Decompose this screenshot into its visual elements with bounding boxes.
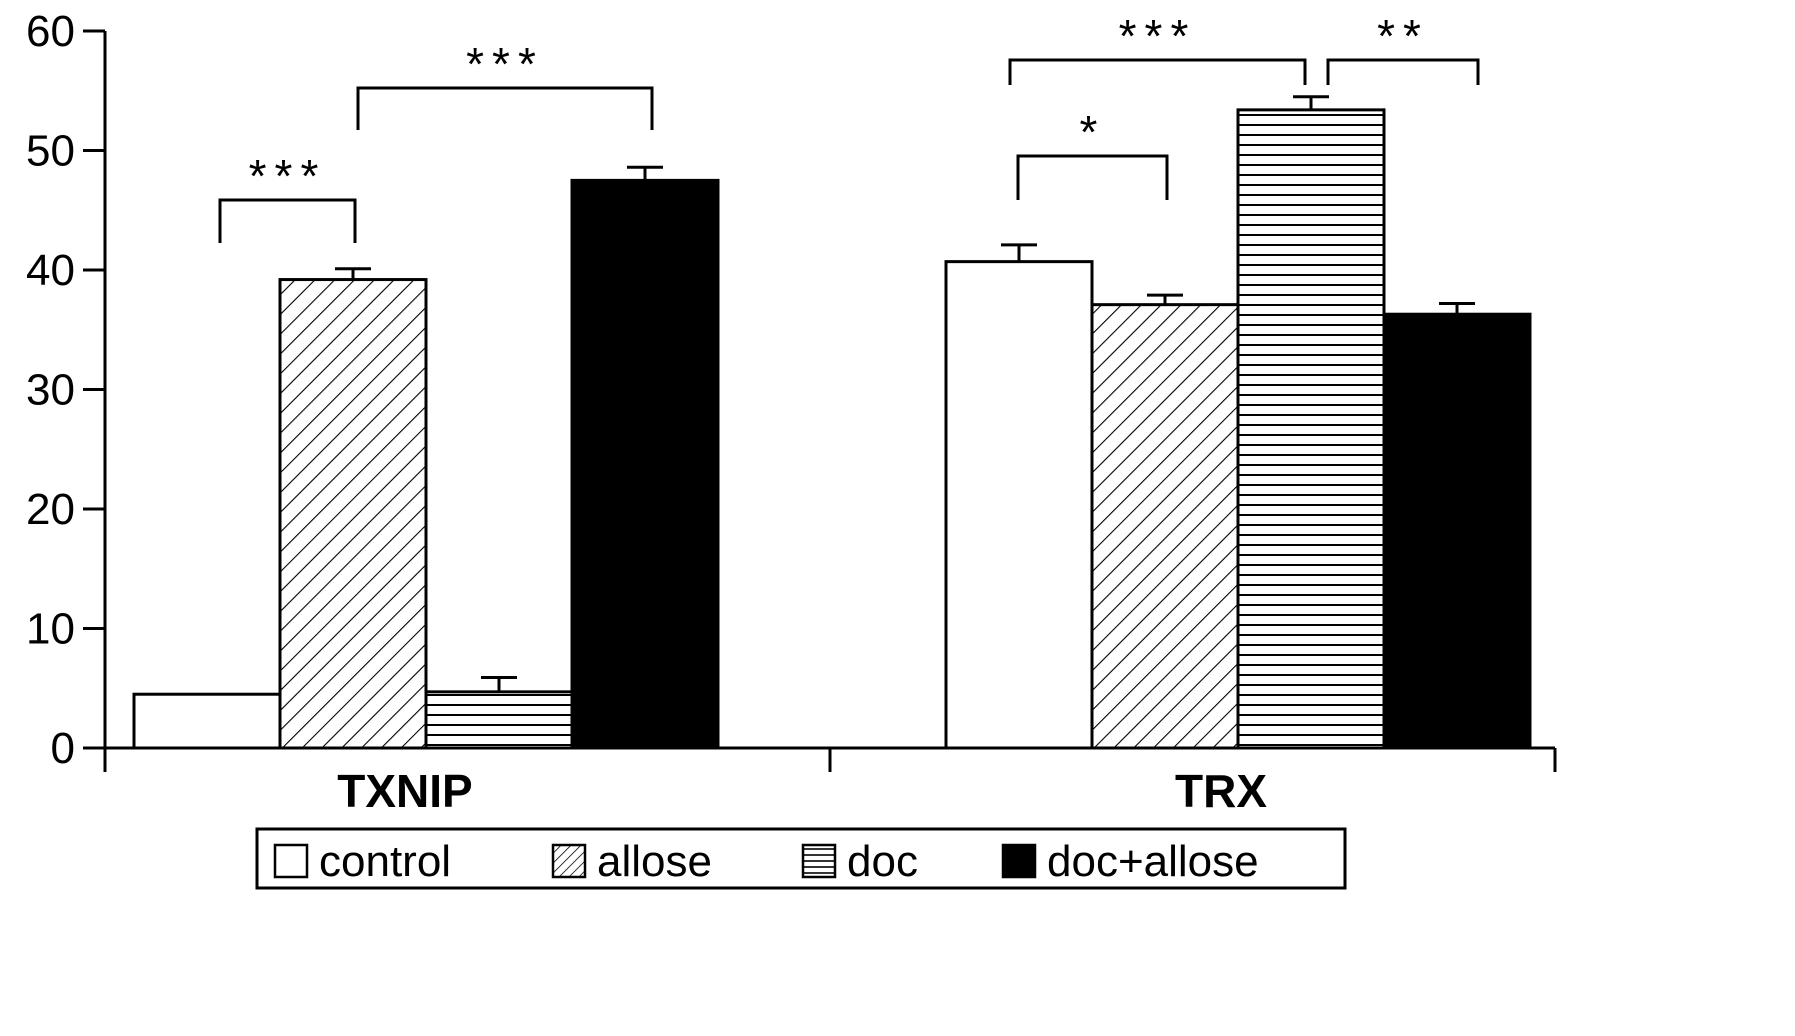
bars [132,108,1532,750]
y-tick-label: 0 [51,724,75,773]
significance-label: *** [1119,10,1197,62]
bar-txnip-allose [278,278,428,750]
legend-label: doc [847,837,918,886]
significance-bracket [1008,58,1307,85]
significance-bracket [356,86,654,130]
significance-brackets: ********** ** [218,10,1480,243]
significance-bracket [218,198,357,243]
bar-trx-doc [1236,108,1386,750]
y-tick-label: 50 [26,127,75,176]
bar-trx-doc-plus-allose [1382,312,1532,750]
legend-swatch [551,843,587,879]
bar-txnip-doc-plus-allose [570,178,720,750]
category-label-txnip: TXNIP [337,765,472,817]
legend-label: allose [597,837,712,886]
y-tick-label: 60 [26,7,75,56]
category-label-trx: TRX [1175,765,1267,817]
bar-trx-allose [1090,303,1240,750]
significance-label: *** [249,150,327,202]
legend-swatch [1001,843,1037,879]
legend-label: doc+allose [1047,837,1259,886]
significance-label: ** [1377,10,1429,62]
axes: 0 10 20 30 40 50 60 [26,7,1557,773]
significance-bracket [1326,58,1480,85]
legend: control allose doc doc+allose [255,827,1347,890]
significance-bracket [1016,154,1169,200]
y-tick-label: 10 [26,605,75,654]
y-tick-label: 20 [26,485,75,534]
category-labels: TXNIP TRX [337,765,1267,817]
legend-box [255,827,1347,890]
bar-txnip-control [132,692,282,750]
error-bars [335,95,1475,692]
significance-label: *** [466,38,544,90]
legend-swatch [801,843,837,879]
significance-label: * [1080,106,1106,158]
y-tick-label: 40 [26,246,75,295]
bar-trx-control [944,260,1094,750]
legend-label: control [319,837,451,886]
y-tick-label: 30 [26,366,75,415]
legend-swatch [273,843,309,879]
bar-txnip-doc [424,690,574,750]
